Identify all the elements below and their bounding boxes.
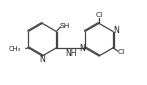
- Text: SH: SH: [59, 23, 70, 29]
- Text: N: N: [113, 26, 119, 35]
- Text: Cl: Cl: [118, 49, 125, 55]
- Text: N: N: [40, 55, 46, 64]
- Text: N: N: [79, 44, 85, 53]
- Text: CH₃: CH₃: [9, 46, 21, 52]
- Text: NH: NH: [66, 49, 77, 58]
- Text: Cl: Cl: [95, 12, 103, 18]
